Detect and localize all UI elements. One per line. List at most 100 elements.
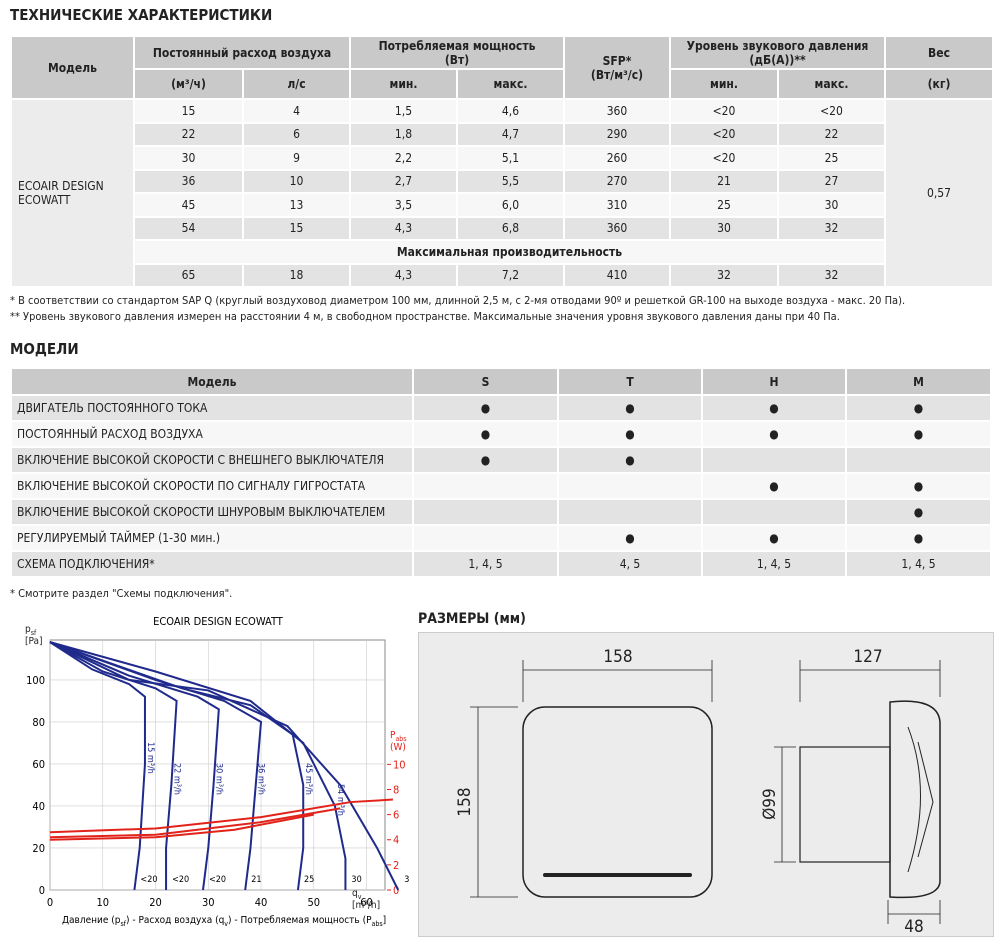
data-row: 54 15 4,3 6,8 360 30 32 [11,215,993,241]
feature-cell: ● [701,420,847,448]
x-tick-label: 40 [255,896,268,909]
feature-cell: ● [701,394,847,422]
label-part: v [358,893,362,901]
label-part: [m³/h] [352,900,380,911]
dimension-label: Ø99 [760,788,780,820]
footnote: ** Уровень звукового давления измерен на… [10,310,840,323]
header-cell: M [845,367,992,396]
x-tick-label: 20 [149,896,162,909]
y2-axis-label: Pabs (W) [390,730,407,753]
data-cell: 65 [133,262,244,288]
feature-cell: ● [701,524,847,552]
weight-cell: 0,57 [884,98,994,288]
data-cell: 360 [563,98,671,124]
header-cell: SFP* (Вт/м³/с) [563,35,671,100]
feature-cell: ● [557,446,703,474]
section-title: ТЕХНИЧЕСКИЕ ХАРАКТЕРИСТИКИ [10,6,273,24]
data-cell: 270 [563,168,671,194]
feature-label: ПОСТОЯННЫЙ РАСХОД ВОЗДУХА [10,420,414,448]
data-row: ДВИГАТЕЛЬ ПОСТОЯННОГО ТОКА ● ● ● ● [10,394,992,422]
data-row: ВКЛЮЧЕНИЕ ВЫСОКОЙ СКОРОСТИ ПО СИГНАЛУ ГИ… [10,472,992,500]
data-cell: 260 [563,145,671,171]
caption-part: Давление (p [62,915,121,926]
data-row: СХЕМА ПОДКЛЮЧЕНИЯ* 1, 4, 5 4, 5 1, 4, 5 1, 4… [10,550,992,578]
y-tick-label: 80 [32,716,45,729]
feature-cell: ● [845,498,992,526]
series-line [49,813,314,841]
feature-cell: ● [412,420,559,448]
y2-tick-label: 10 [393,758,406,771]
data-cell: <20 [669,121,779,147]
model-cell: ECOAIR DESIGN ECOWATT [10,98,135,288]
data-cell: 30 [669,215,779,241]
data-cell: 5,5 [456,168,565,194]
header-cell: S [412,367,559,396]
data-row: Максимальная производительность [11,239,993,265]
data-cell: 4,3 [349,262,458,288]
series-line [49,798,393,834]
x-tick-label: 30 [202,896,215,909]
data-cell: 9 [242,145,351,171]
noise-label: 25 [304,875,314,885]
feature-cell [557,472,703,500]
data-row: 45 13 3,5 6,0 310 25 30 [11,192,993,218]
feature-cell: ● [557,394,703,422]
data-cell: 10 [242,168,351,194]
series-line [49,641,347,890]
data-cell: 22 [777,121,886,147]
feature-cell: ● [845,524,992,552]
models-table: Модель S T H M ДВИГАТЕЛЬ ПОСТОЯННОГО ТОКА ● ● ● ●… [10,367,992,578]
y-tick-label: 0 [39,884,45,897]
front-view [522,706,713,898]
curve-label: 54 m³/h [335,784,345,816]
curve-label: 45 m³/h [303,763,313,795]
feature-cell: ● [412,446,559,474]
feature-label: ВКЛЮЧЕНИЕ ВЫСОКОЙ СКОРОСТИ ШНУРОВЫМ ВЫКЛ… [10,498,414,526]
dimension-label: 158 [455,787,475,816]
footnote: * В соответствии со стандартом SAP Q (кр… [10,294,906,307]
data-cell: 6,8 [456,215,565,241]
data-cell: 1,5 [349,98,458,124]
data-cell: 25 [669,192,779,218]
series-line [49,641,146,891]
y2-tick-label: 2 [393,859,399,872]
section-title: МОДЕЛИ [10,340,79,358]
data-row: ВКЛЮЧЕНИЕ ВЫСОКОЙ СКОРОСТИ ШНУРОВЫМ ВЫКЛ… [10,498,992,526]
caption-part: sf [120,920,126,928]
y-tick-label: 100 [26,674,45,687]
data-cell: 290 [563,121,671,147]
feature-cell: 1, 4, 5 [701,550,847,578]
header-cell: мин. [349,68,458,100]
y-tick-label: 40 [32,800,45,813]
feature-cell: ● [845,420,992,448]
caption-part: ) - Потребляемая мощность (P [228,914,372,926]
data-cell: 4,6 [456,98,565,124]
header-cell: Модель [10,35,135,100]
dimension-label: 48 [904,917,923,937]
data-cell: 5,1 [456,145,565,171]
data-cell: 45 [133,192,244,218]
label-part: abs [395,735,406,743]
data-cell: <20 [669,145,779,171]
data-row: 22 6 1,8 4,7 290 <20 22 [11,121,993,147]
data-cell: 25 [777,145,886,171]
feature-cell [412,472,559,500]
feature-cell [557,498,703,526]
curve-label: 15 m³/h [145,742,155,774]
data-cell: 36 [133,168,244,194]
side-detail [907,726,934,873]
data-row: 30 9 2,2 5,1 260 <20 25 [11,145,993,171]
feature-cell: ● [557,420,703,448]
x-tick-label: 50 [307,896,320,909]
feature-label: ВКЛЮЧЕНИЕ ВЫСОКОЙ СКОРОСТИ ПО СИГНАЛУ ГИ… [10,472,414,500]
caption-part: ) - Расход воздуха (q [126,915,224,926]
header-cell: л/с [242,68,351,100]
x-tick-label: 60 [360,896,373,909]
label-part: q [352,888,358,899]
feature-cell: ● [845,394,992,422]
header-cell: макс. [456,68,565,100]
data-cell: 4 [242,98,351,124]
feature-cell: ● [701,472,847,500]
side-flange [889,700,941,899]
